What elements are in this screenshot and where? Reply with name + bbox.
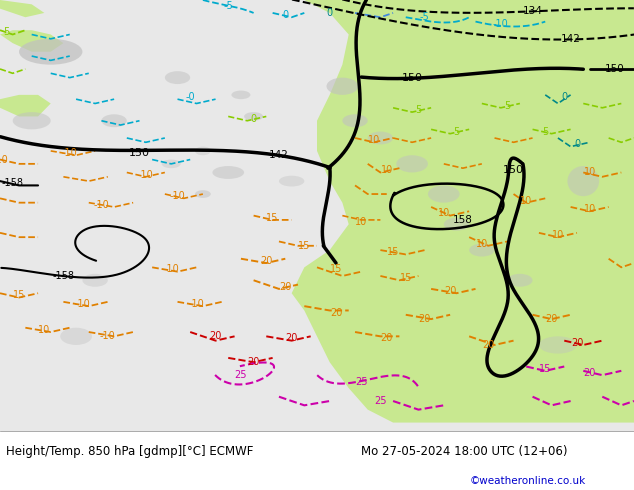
Text: 20: 20 — [285, 334, 298, 343]
Text: -10: -10 — [75, 299, 90, 309]
Text: -10: -10 — [62, 148, 77, 158]
Text: 10: 10 — [583, 204, 596, 214]
Ellipse shape — [507, 274, 533, 287]
Text: 0: 0 — [282, 10, 288, 20]
Text: -10: -10 — [138, 170, 153, 180]
Polygon shape — [292, 0, 634, 422]
Text: 5: 5 — [3, 27, 10, 37]
Ellipse shape — [162, 160, 181, 168]
Ellipse shape — [195, 190, 210, 198]
Text: 15: 15 — [387, 247, 399, 257]
Text: 25: 25 — [355, 377, 368, 387]
Text: 158: 158 — [453, 215, 473, 225]
Text: -10: -10 — [94, 200, 109, 210]
Text: 10: 10 — [476, 239, 488, 248]
Text: 0: 0 — [250, 114, 257, 123]
Text: 142: 142 — [560, 34, 581, 44]
Text: 20: 20 — [247, 357, 260, 367]
Text: 20: 20 — [482, 340, 495, 350]
Text: 10: 10 — [520, 196, 533, 205]
Ellipse shape — [244, 112, 263, 121]
Text: 25: 25 — [235, 370, 247, 380]
Text: 20: 20 — [330, 308, 342, 318]
Text: 20: 20 — [444, 286, 456, 296]
Text: 20: 20 — [418, 314, 431, 324]
Text: -158: -158 — [53, 271, 74, 281]
Ellipse shape — [60, 328, 92, 345]
Ellipse shape — [19, 39, 82, 65]
Text: 25: 25 — [374, 396, 387, 406]
Text: 142: 142 — [269, 150, 289, 160]
Ellipse shape — [212, 166, 244, 179]
Text: 10: 10 — [368, 135, 380, 145]
Ellipse shape — [327, 77, 358, 95]
Ellipse shape — [195, 147, 210, 155]
Text: 20: 20 — [571, 338, 583, 348]
Text: -10: -10 — [100, 331, 115, 342]
Text: -10: -10 — [170, 191, 185, 201]
Ellipse shape — [82, 274, 108, 287]
Polygon shape — [0, 95, 51, 117]
Text: 10: 10 — [437, 208, 450, 219]
Text: 150: 150 — [605, 64, 625, 74]
Text: 10: 10 — [355, 217, 368, 227]
Text: 0: 0 — [561, 92, 567, 102]
Text: 5: 5 — [542, 126, 548, 137]
Text: 20: 20 — [583, 368, 596, 378]
Text: 134: 134 — [522, 6, 543, 16]
Text: 20: 20 — [209, 331, 222, 342]
Text: 15: 15 — [330, 265, 342, 274]
Text: -158: -158 — [2, 178, 23, 188]
Ellipse shape — [368, 131, 393, 145]
Text: -10: -10 — [164, 265, 179, 274]
Text: ©weatheronline.co.uk: ©weatheronline.co.uk — [469, 476, 585, 486]
Text: Mo 27-05-2024 18:00 UTC (12+06): Mo 27-05-2024 18:00 UTC (12+06) — [361, 445, 568, 458]
Text: 150: 150 — [503, 165, 524, 175]
Text: -5: -5 — [223, 1, 233, 11]
Text: 15: 15 — [399, 273, 412, 283]
Text: 0: 0 — [327, 8, 333, 18]
Text: -10: -10 — [189, 299, 204, 309]
Ellipse shape — [231, 91, 250, 99]
Ellipse shape — [342, 114, 368, 127]
Text: 5: 5 — [453, 126, 460, 137]
Text: 150: 150 — [129, 148, 150, 158]
Text: -10: -10 — [0, 154, 8, 165]
Ellipse shape — [165, 71, 190, 84]
Text: 20: 20 — [545, 314, 558, 324]
Text: 10: 10 — [583, 168, 596, 177]
Text: 15: 15 — [13, 291, 25, 300]
Text: 10: 10 — [552, 230, 564, 240]
Text: Height/Temp. 850 hPa [gdmp][°C] ECMWF: Height/Temp. 850 hPa [gdmp][°C] ECMWF — [6, 445, 254, 458]
Text: 20: 20 — [279, 282, 292, 292]
Polygon shape — [0, 0, 44, 17]
Text: 5: 5 — [504, 100, 510, 111]
Ellipse shape — [444, 218, 469, 231]
Text: 10: 10 — [380, 165, 393, 175]
Ellipse shape — [101, 114, 127, 127]
Text: 20: 20 — [380, 334, 393, 343]
Text: -5: -5 — [420, 12, 430, 22]
Text: 5: 5 — [415, 105, 422, 115]
Text: 20: 20 — [260, 256, 273, 266]
Ellipse shape — [279, 176, 304, 187]
Ellipse shape — [396, 155, 428, 172]
Text: 0: 0 — [574, 140, 580, 149]
Ellipse shape — [13, 112, 51, 129]
Ellipse shape — [539, 336, 577, 354]
Polygon shape — [0, 30, 63, 52]
Text: 10: 10 — [38, 325, 51, 335]
Text: 15: 15 — [266, 213, 279, 223]
Ellipse shape — [428, 185, 460, 203]
Text: 150: 150 — [401, 73, 423, 83]
Ellipse shape — [469, 244, 495, 257]
Text: 15: 15 — [539, 364, 552, 374]
Ellipse shape — [567, 166, 599, 196]
Text: -0: -0 — [185, 92, 195, 102]
Text: 15: 15 — [298, 241, 311, 251]
Text: -10: -10 — [493, 19, 508, 29]
